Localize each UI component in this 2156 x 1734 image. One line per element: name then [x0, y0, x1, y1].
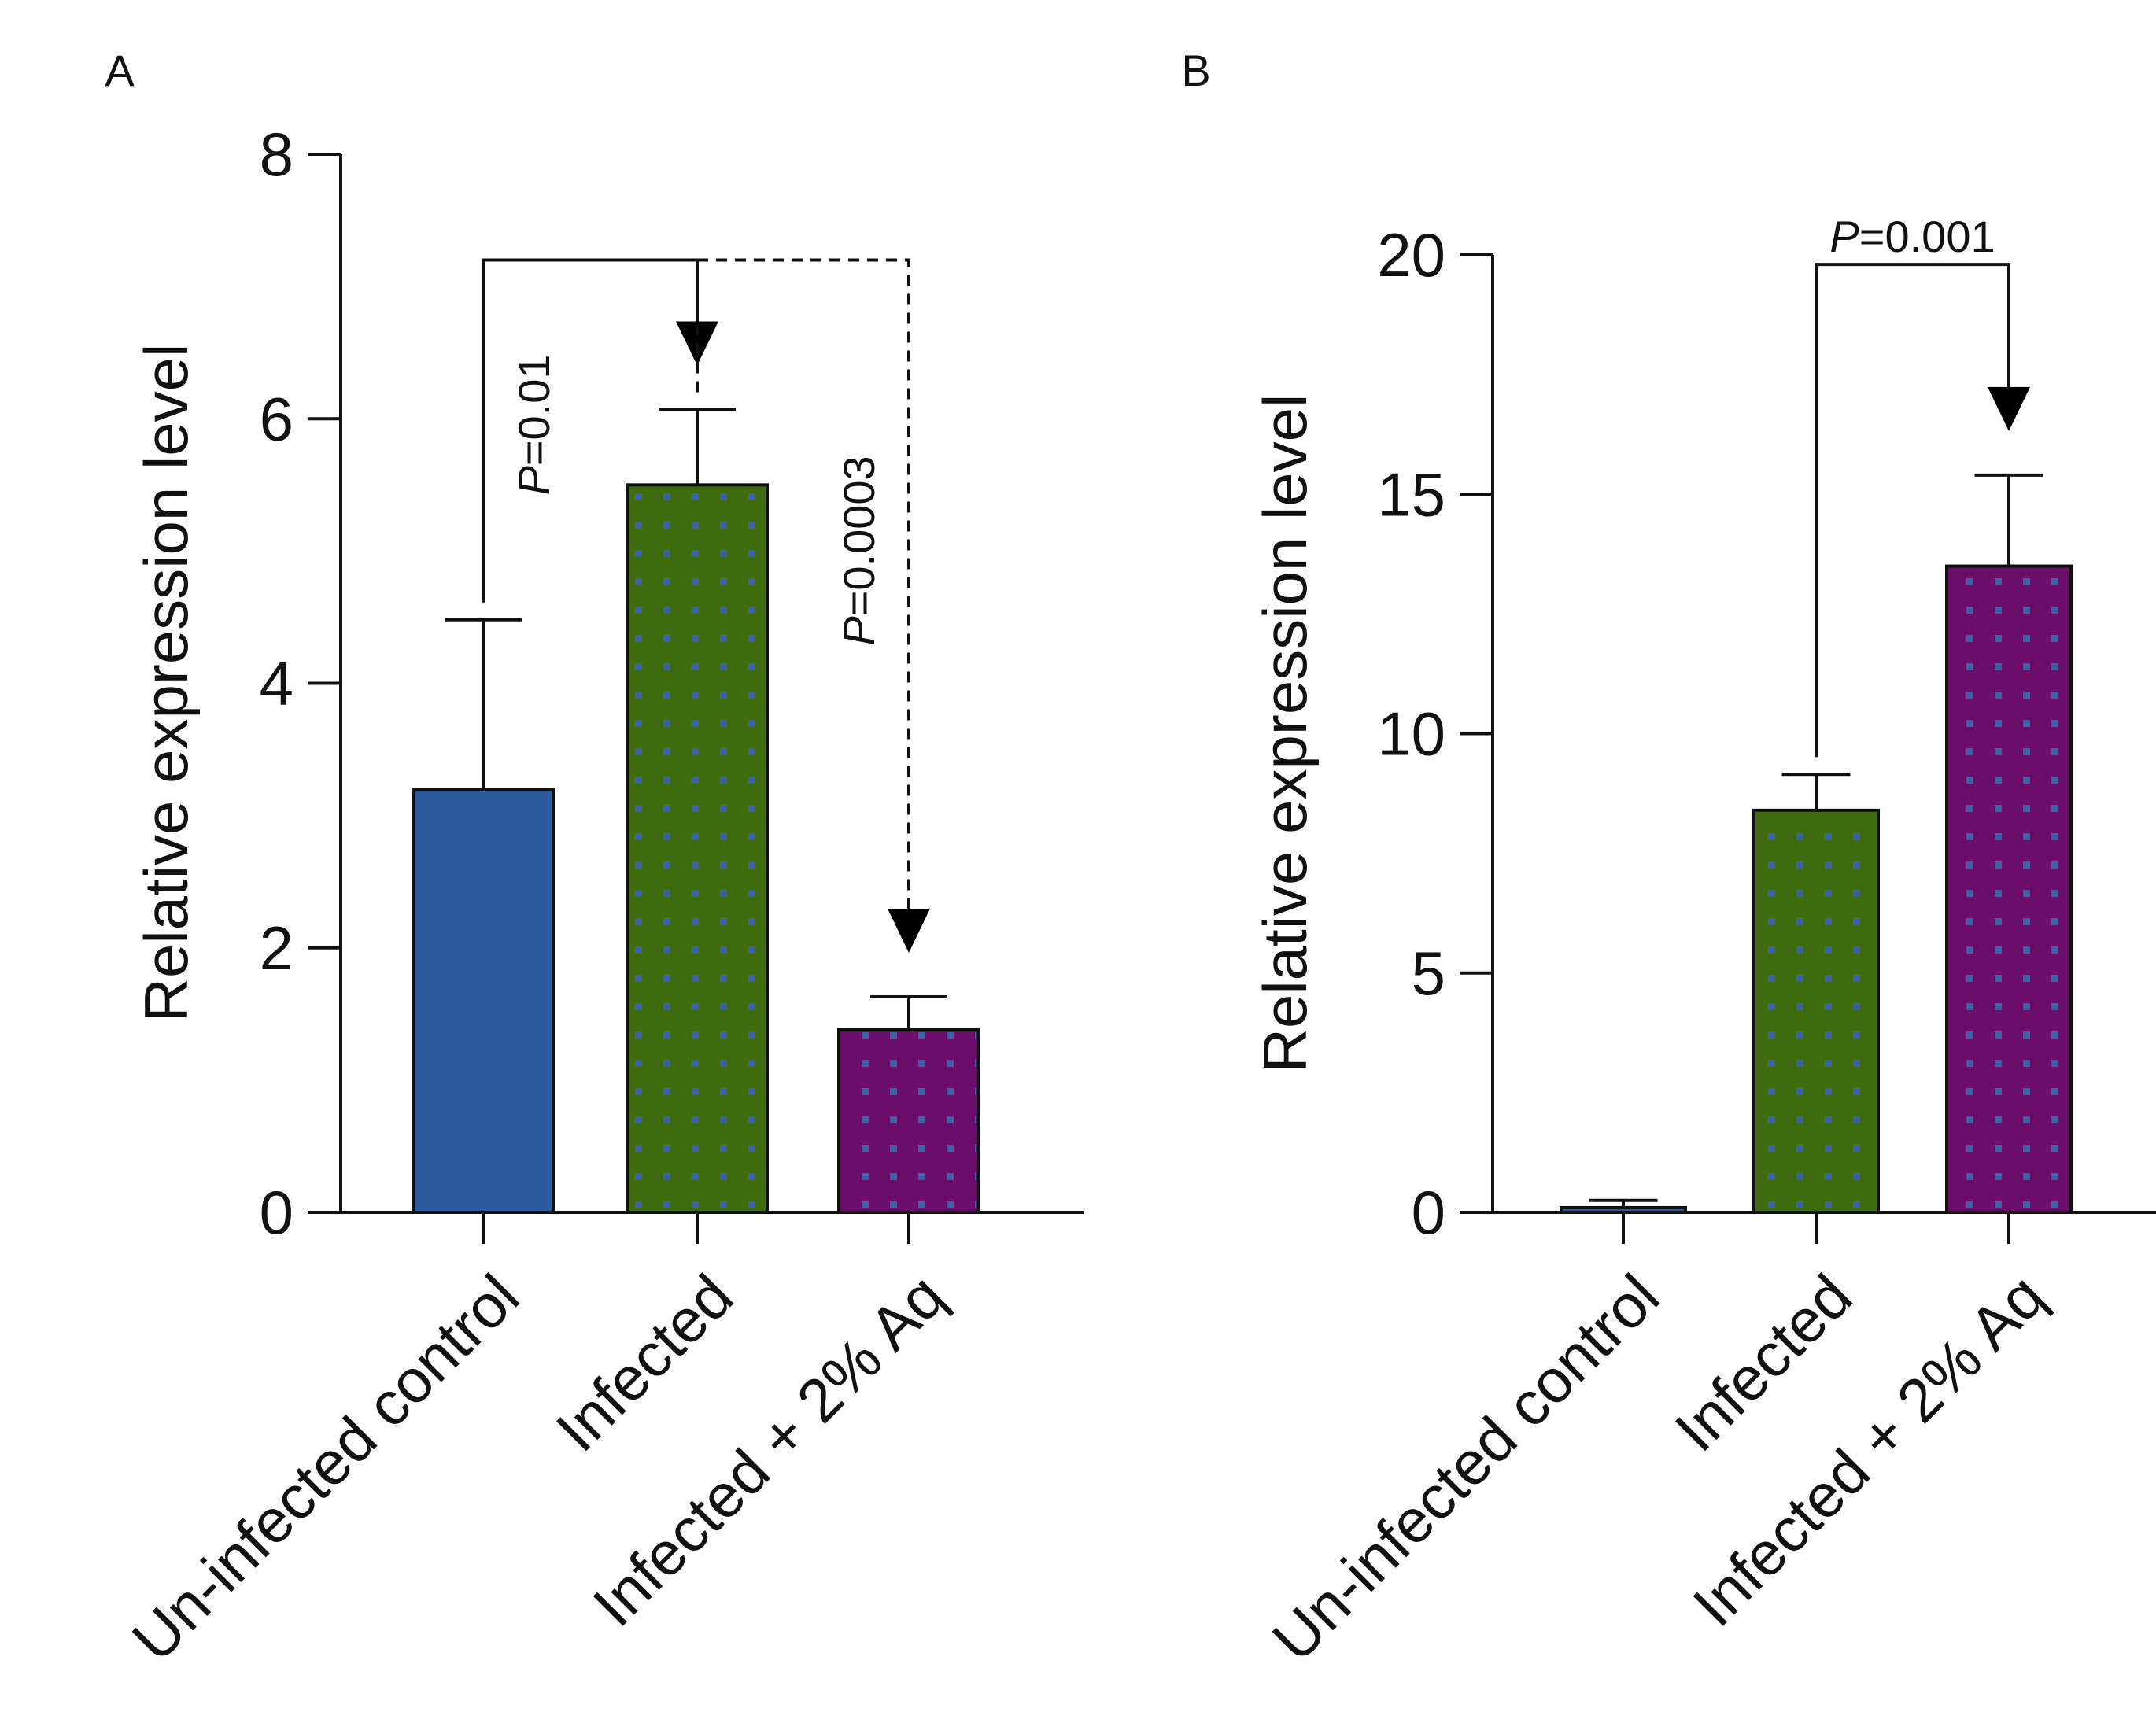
p-value: =0.0003: [834, 456, 884, 616]
x-category-label: Infected + 2% Aq: [1679, 1261, 2058, 1640]
p-value: =0.01: [509, 354, 559, 466]
bar-dot-pattern: [1756, 812, 1876, 1210]
bar-1: [412, 788, 555, 1214]
y-tick-label: 4: [260, 649, 293, 718]
p-prefix: P: [509, 466, 559, 495]
bar-dot-pattern: [1949, 568, 2069, 1210]
bar-1: [1560, 1205, 1687, 1215]
significance-arrowhead: [1988, 386, 2030, 431]
p-value-label: P=0.0003: [834, 456, 884, 645]
x-category-label: Infected: [543, 1261, 746, 1464]
y-tick-label: 6: [260, 384, 293, 453]
p-prefix: P: [1829, 212, 1859, 261]
p-prefix: P: [834, 616, 884, 645]
significance-bracket: [1815, 263, 2010, 758]
significance-bracket: [696, 258, 910, 915]
bar-dot-pattern: [841, 1031, 976, 1210]
p-value-label: P=0.001: [1829, 212, 1995, 261]
bar-dot-pattern: [629, 487, 765, 1210]
y-tick-label: 0: [260, 1178, 293, 1247]
x-category-label: Infected: [1662, 1261, 1865, 1464]
y-tick-label: 20: [1377, 220, 1445, 290]
p-value: =0.001: [1859, 212, 1995, 261]
y-tick-label: 8: [260, 120, 293, 189]
chart-panel-a: A 0 2 4 6 8 Relative expression level Un-infect…: [105, 46, 1085, 1674]
x-category-label: Un-infected control: [119, 1261, 532, 1674]
chart-panel-b: B 0 5 10 15 20 Relative expression level Un-inf…: [1181, 46, 2156, 1674]
panel-letter: A: [105, 46, 135, 95]
y-tick-label: 5: [1412, 939, 1445, 1008]
x-category-label: Infected + 2% Aq: [579, 1261, 958, 1640]
p-value-label: P=0.01: [509, 354, 559, 495]
y-tick-label: 2: [260, 913, 293, 983]
y-axis-title: Relative expression level: [1250, 394, 1320, 1073]
y-tick-label: 15: [1377, 459, 1445, 529]
y-tick-label: 0: [1412, 1178, 1445, 1247]
y-axis-title: Relative expression level: [131, 344, 201, 1023]
y-tick-label: 10: [1377, 699, 1445, 769]
panel-letter: B: [1181, 46, 1210, 95]
significance-arrowhead: [888, 908, 930, 953]
x-category-label: Un-infected control: [1259, 1261, 1672, 1674]
